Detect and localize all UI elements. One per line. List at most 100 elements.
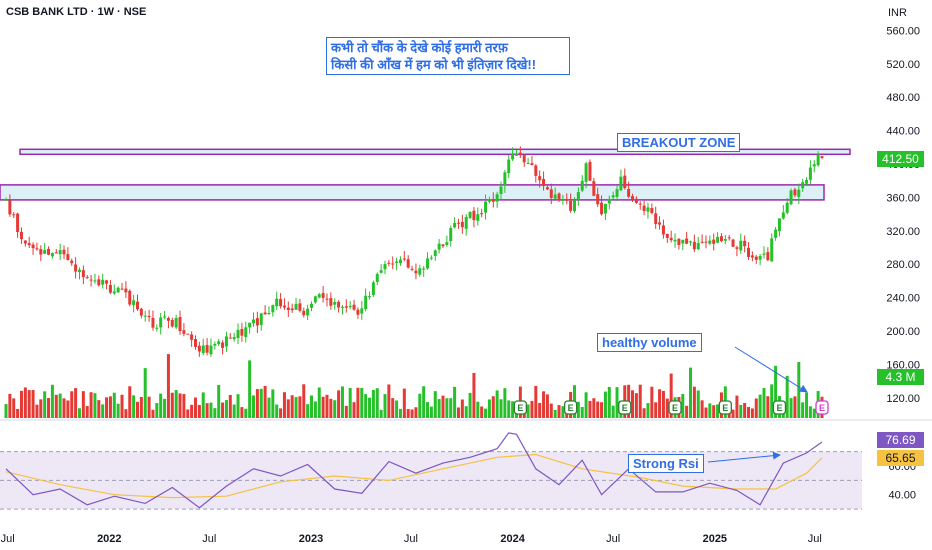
- candle-body: [135, 301, 139, 310]
- hindi-line-2: किसी की आँख में हम को भी इंतिज़ार दिखे!!: [331, 57, 537, 72]
- volume-bar: [658, 389, 662, 418]
- candle-body: [592, 181, 596, 196]
- candle-body: [750, 255, 754, 258]
- candle-body: [569, 200, 573, 211]
- volume-bar: [410, 409, 414, 418]
- candle-body: [747, 247, 751, 257]
- volume-bar: [735, 395, 739, 418]
- candles: [4, 146, 824, 357]
- candle-body: [495, 194, 499, 202]
- candle-body: [476, 214, 480, 221]
- volume-bar: [244, 408, 248, 418]
- candle-body: [12, 214, 16, 216]
- volume-bar: [379, 409, 383, 418]
- volume-bar: [81, 391, 85, 418]
- volume-bar: [302, 384, 306, 418]
- volume-bar: [449, 398, 453, 418]
- volume-bar: [50, 384, 54, 418]
- candle-body: [704, 241, 708, 243]
- candle-body: [252, 319, 256, 324]
- volume-bar: [646, 403, 650, 418]
- price-tick-label: 160.00: [886, 359, 920, 371]
- candle-body: [518, 152, 522, 156]
- candle-body: [124, 288, 128, 293]
- candle-body: [337, 301, 341, 308]
- volume-bar: [275, 404, 279, 418]
- candle-body: [677, 238, 681, 245]
- volume-bar: [638, 384, 642, 418]
- volume-bar: [692, 386, 696, 418]
- volume-bar: [762, 388, 766, 418]
- price-tick-label: 320.00: [886, 226, 920, 238]
- volume-bar: [526, 404, 530, 418]
- volume-bar: [588, 400, 592, 418]
- candle-body: [197, 345, 201, 352]
- volume-bar: [43, 391, 47, 418]
- candle-body: [422, 268, 426, 270]
- earnings-marker-label: E: [819, 403, 825, 413]
- candle-body: [128, 290, 132, 305]
- candle-body: [735, 247, 739, 249]
- volume-bar: [27, 390, 31, 418]
- volume-bar: [472, 372, 476, 418]
- volume-bar: [221, 402, 225, 418]
- candle-body: [650, 208, 654, 214]
- earnings-marker: [513, 400, 528, 415]
- candle-body: [310, 303, 314, 308]
- candle-body: [27, 243, 31, 246]
- volume-bar: [406, 409, 410, 418]
- volume-bar: [615, 387, 619, 418]
- volume-bar: [422, 386, 426, 418]
- candle-body: [81, 270, 85, 278]
- candle-body: [62, 249, 66, 255]
- candle-body: [805, 180, 809, 184]
- strong-rsi-note: Strong Rsi: [628, 454, 704, 473]
- candle-body: [89, 279, 93, 281]
- candle-body: [743, 240, 747, 247]
- candle-body: [766, 252, 770, 261]
- candle-body: [290, 308, 294, 311]
- candle-body: [600, 202, 604, 215]
- volume-bar: [224, 400, 228, 418]
- symbol-title[interactable]: CSB BANK LTD · 1W · NSE: [6, 6, 147, 18]
- volume-bar: [460, 399, 464, 418]
- volume-bar: [743, 402, 747, 418]
- candle-body: [812, 164, 816, 167]
- volume-bar: [631, 390, 635, 418]
- candle-body: [719, 236, 723, 242]
- volume-bar: [785, 375, 789, 418]
- volume-bar: [418, 393, 422, 418]
- earnings-marker: [718, 400, 732, 415]
- candle-body: [139, 308, 143, 316]
- candle-body: [758, 255, 762, 260]
- volume-bar: [282, 392, 286, 418]
- candle-body: [731, 239, 735, 247]
- rsi-line: [5, 432, 823, 509]
- candle-body: [503, 172, 507, 186]
- earnings-marker-label: E: [517, 403, 523, 413]
- price-axis[interactable]: 120.00 160.00 200.00 240.00 280.00 320.00 360.…: [886, 25, 920, 501]
- volume-bar: [333, 400, 337, 418]
- candle-body: [406, 259, 410, 268]
- candle-body: [174, 317, 178, 328]
- candle-body: [263, 312, 267, 315]
- volume-bar: [89, 392, 93, 418]
- candle-body: [77, 269, 81, 273]
- time-axis[interactable]: Jul 2022 Jul 2023 Jul 2024 Jul 2025 Jul: [1, 533, 822, 545]
- candle-body: [708, 240, 712, 244]
- candle-body: [379, 270, 383, 273]
- candle-body: [97, 279, 101, 286]
- candle-body: [530, 163, 534, 166]
- volume-bar: [294, 397, 298, 418]
- candle-body: [248, 322, 252, 328]
- candle-body: [793, 189, 797, 196]
- candle-body: [368, 296, 372, 298]
- volume-bar: [101, 404, 105, 418]
- volume-bar: [325, 394, 329, 418]
- candle-body: [631, 196, 635, 200]
- volume-bar: [414, 407, 418, 418]
- candle-body: [433, 250, 437, 256]
- candle-body: [429, 257, 433, 259]
